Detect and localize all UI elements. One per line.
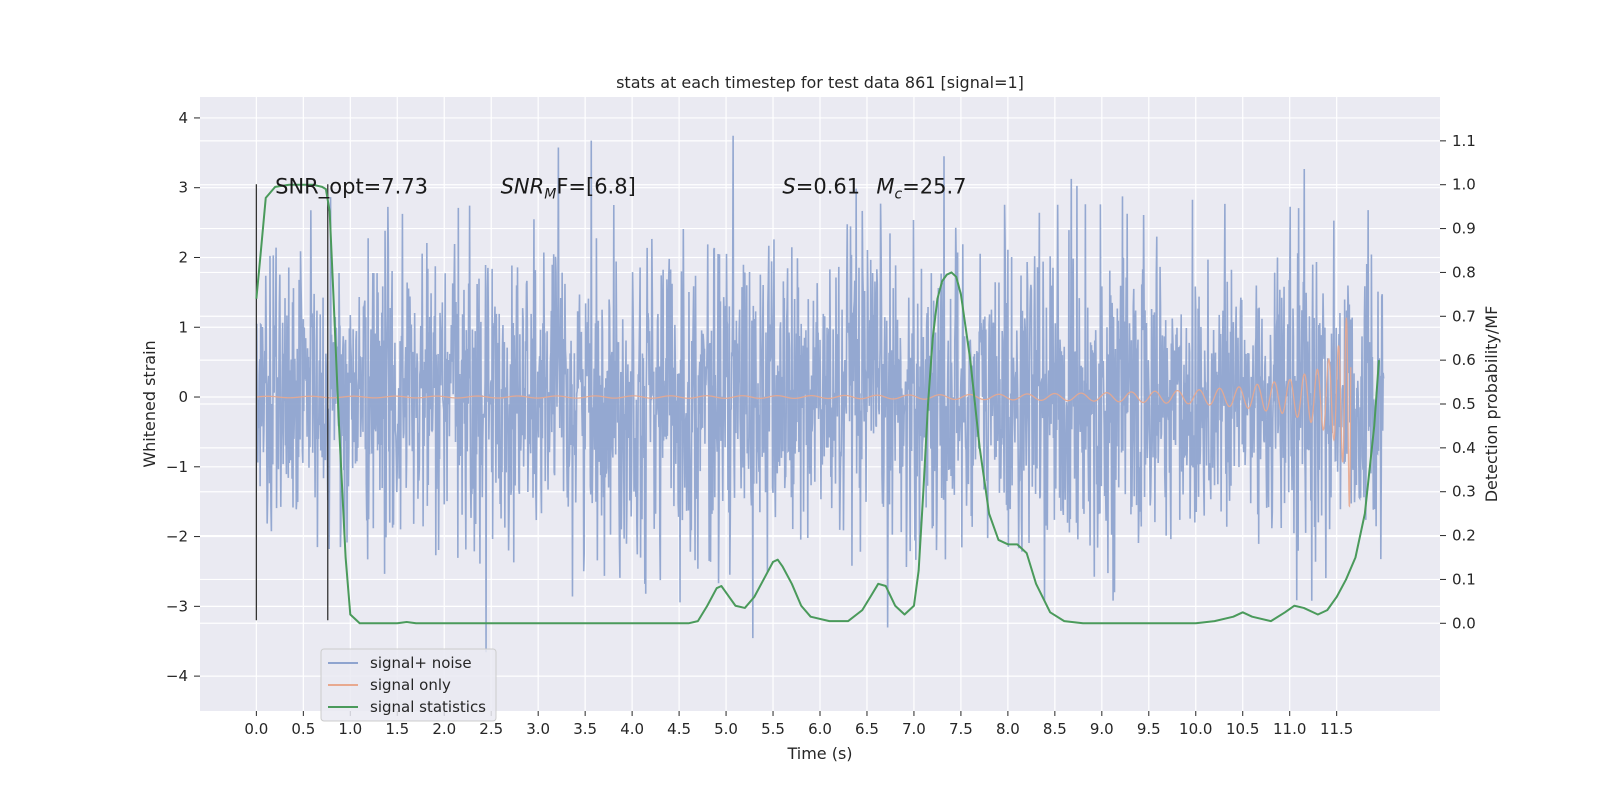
y-left-axis-ticks: −4 −3 −2 −1 0 1 2 3 4 [166, 109, 200, 685]
legend-box [320, 648, 497, 722]
y-right-tick-label-7: 0.7 [1452, 307, 1476, 325]
x-tick-label-19: 9.5 [1137, 720, 1161, 738]
signal-only-trace [256, 317, 1352, 508]
x-tick-label-13: 6.5 [855, 720, 879, 738]
x-tick-label-2: 1.0 [338, 720, 362, 738]
x-tick-label-10: 5.0 [714, 720, 738, 738]
x-tick-label-23: 11.5 [1320, 720, 1353, 738]
annotation-3: Mc=25.7 [876, 175, 966, 203]
x-tick-label-18: 9.0 [1090, 720, 1114, 738]
y-left-tick-label-2: −2 [166, 528, 188, 546]
y-right-tick-label-6: 0.6 [1452, 351, 1476, 369]
legend: signal+ noise signal only signal statist… [320, 648, 497, 722]
x-tick-label-16: 8.0 [996, 720, 1020, 738]
annotation-2: S=0.61 [782, 175, 860, 199]
strain-trace [255, 135, 1385, 653]
legend-label-signal-statistics: signal statistics [370, 698, 486, 716]
y-right-tick-label-10: 1.0 [1452, 176, 1476, 194]
x-tick-label-21: 10.5 [1226, 720, 1259, 738]
legend-label-signal-only: signal only [370, 676, 451, 694]
y-right-tick-label-4: 0.4 [1452, 439, 1476, 457]
x-tick-label-14: 7.0 [902, 720, 926, 738]
y-right-tick-label-8: 0.8 [1452, 263, 1476, 281]
x-tick-label-3: 1.5 [385, 720, 409, 738]
x-tick-label-5: 2.5 [479, 720, 503, 738]
x-tick-label-7: 3.5 [573, 720, 597, 738]
x-tick-label-17: 8.5 [1043, 720, 1067, 738]
x-tick-label-20: 10.0 [1179, 720, 1212, 738]
signal-only-series [256, 317, 1352, 508]
annotation-1: SNRMF=[6.8] [501, 175, 636, 203]
x-axis-ticks: 0.0 0.5 1.0 1.5 2.0 2.5 3.0 3.5 4.0 4.5 5.0 5.5 6.0 6… [244, 711, 1353, 738]
y-right-axis-label: Detection probability/MF [1482, 306, 1501, 503]
y-left-tick-label-0: −4 [166, 667, 188, 685]
x-tick-label-1: 0.5 [291, 720, 315, 738]
y-left-tick-label-3: −1 [166, 458, 188, 476]
x-axis-label: Time (s) [786, 744, 852, 763]
vertical-markers [255, 184, 329, 621]
y-left-tick-label-4: 0 [178, 388, 188, 406]
y-right-tick-label-9: 0.9 [1452, 220, 1476, 238]
strain-series [255, 135, 1385, 653]
x-tick-label-8: 4.0 [620, 720, 644, 738]
statistics-series [255, 183, 1380, 625]
x-tick-label-0: 0.0 [244, 720, 268, 738]
x-tick-label-22: 11.0 [1273, 720, 1306, 738]
y-left-tick-label-7: 3 [178, 179, 188, 197]
x-tick-label-12: 6.0 [808, 720, 832, 738]
annotation-0: SNR_opt=7.73 [275, 175, 428, 200]
y-left-tick-label-8: 4 [178, 109, 188, 127]
chart-title: stats at each timestep for test data 861… [616, 73, 1024, 92]
y-right-tick-label-2: 0.2 [1452, 527, 1476, 545]
y-left-tick-label-1: −3 [166, 597, 188, 615]
y-right-tick-label-1: 0.1 [1452, 570, 1476, 588]
y-right-tick-label-0: 0.0 [1452, 614, 1476, 632]
y-right-tick-label-5: 0.5 [1452, 395, 1476, 413]
x-tick-label-15: 7.5 [949, 720, 973, 738]
y-right-tick-label-11: 1.1 [1452, 132, 1476, 150]
x-tick-label-6: 3.0 [526, 720, 550, 738]
x-tick-label-11: 5.5 [761, 720, 785, 738]
y-left-tick-label-6: 2 [178, 248, 188, 266]
annotations: SNR_opt=7.73 SNRMF=[6.8] S=0.61 Mc=25.7 [275, 175, 966, 203]
y-right-tick-label-3: 0.3 [1452, 483, 1476, 501]
y-right-axis-ticks: 0.0 0.1 0.2 0.3 0.4 0.5 0.6 0.7 0.8 0.9 1.0 1.1 [1440, 132, 1476, 632]
y-left-axis-label: Whitened strain [140, 340, 159, 467]
y-left-tick-label-5: 1 [178, 318, 188, 336]
x-tick-label-4: 2.0 [432, 720, 456, 738]
x-tick-label-9: 4.5 [667, 720, 691, 738]
legend-label-signal-noise: signal+ noise [370, 654, 472, 672]
statistics-trace [255, 183, 1380, 625]
